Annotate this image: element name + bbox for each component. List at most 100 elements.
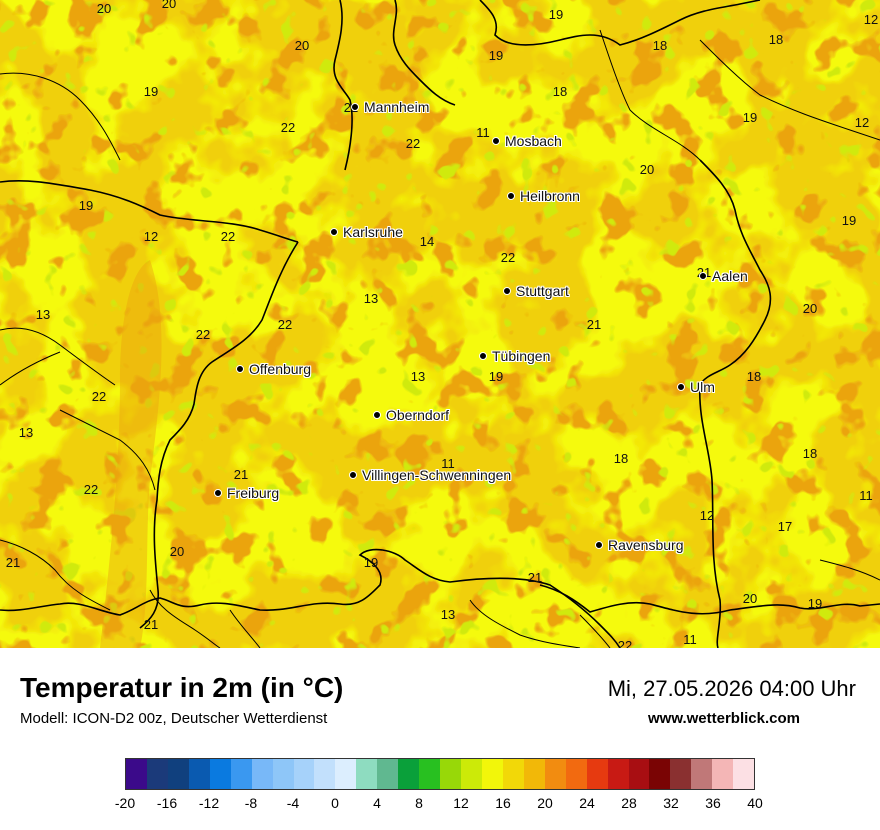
- colorbar-segment: [607, 759, 629, 789]
- temperature-value: 18: [552, 84, 568, 99]
- colorbar-segment: [733, 759, 755, 789]
- temperature-value: 18: [746, 369, 762, 384]
- colorbar-segment: [398, 759, 420, 789]
- colorbar-segment: [126, 759, 147, 789]
- temperature-value: 18: [802, 446, 818, 461]
- city-name: Oberndorf: [386, 407, 450, 423]
- temperature-value: 12: [863, 12, 879, 27]
- temperature-value: 13: [35, 307, 51, 322]
- temperature-value: 12: [854, 115, 870, 130]
- temperature-value: 20: [161, 0, 177, 11]
- colorbar-segment: [586, 759, 608, 789]
- temperature-value: 12: [699, 508, 715, 523]
- temperature-value: 22: [195, 327, 211, 342]
- temperature-value: 21: [143, 617, 159, 632]
- colorbar-tick-label: -12: [198, 795, 220, 811]
- city-dot-icon: [349, 471, 357, 480]
- colorbar-segment: [146, 759, 168, 789]
- city-marker: Ulm: [677, 379, 715, 395]
- city-dot-icon: [373, 411, 381, 420]
- city-dot-icon: [330, 228, 338, 237]
- temperature-value: 19: [548, 7, 564, 22]
- temperature-value: 20: [802, 301, 818, 316]
- temperature-value: 22: [277, 317, 293, 332]
- colorbar-segment: [230, 759, 252, 789]
- temperature-value: 12: [143, 229, 159, 244]
- temperature-value: 20: [294, 38, 310, 53]
- colorbar-segment: [272, 759, 294, 789]
- city-name: Tübingen: [492, 348, 551, 364]
- city-marker: Mannheim: [351, 99, 429, 115]
- temperature-value: 19: [78, 198, 94, 213]
- temperature-value: 22: [220, 229, 236, 244]
- city-marker: Heilbronn: [507, 188, 580, 204]
- map-graphics: [0, 0, 880, 648]
- colorbar-tick-label: -20: [114, 795, 136, 811]
- temperature-value: 11: [441, 456, 455, 471]
- colorbar-segment: [670, 759, 692, 789]
- colorbar-segment: [356, 759, 378, 789]
- colorbar-tick-label: 8: [415, 795, 423, 811]
- city-dot-icon: [677, 383, 685, 392]
- temperature-value: 13: [410, 369, 426, 384]
- city-name: Stuttgart: [516, 283, 569, 299]
- temperature-value: 18: [613, 451, 629, 466]
- city-dot-icon: [214, 489, 222, 498]
- forecast-datetime: Mi, 27.05.2026 04:00 Uhr: [607, 676, 856, 701]
- city-name: Aalen: [712, 268, 748, 284]
- colorbar-segment: [565, 759, 587, 789]
- city-dot-icon: [479, 352, 487, 361]
- colorbar-segment: [209, 759, 231, 789]
- city-marker: Tübingen: [479, 348, 550, 364]
- colorbar-tick-label: 40: [747, 795, 763, 811]
- border-lines: [0, 0, 880, 648]
- temperature-value: 22: [617, 638, 633, 649]
- colorbar-tick-label: 12: [453, 795, 469, 811]
- city-dot-icon: [503, 287, 511, 296]
- colorbar-tick-label: 28: [621, 795, 637, 811]
- temperature-value: 19: [488, 48, 504, 63]
- temperature-value: 14: [419, 234, 435, 249]
- temperature-value: 18: [652, 38, 668, 53]
- temperature-value: 19: [807, 596, 823, 611]
- temperature-value: 13: [18, 425, 34, 440]
- temperature-value: 22: [83, 482, 99, 497]
- colorbar-tick-label: 24: [579, 795, 595, 811]
- colorbar-segment: [523, 759, 545, 789]
- city-dot-icon: [351, 103, 359, 112]
- temperature-value: 22: [500, 250, 516, 265]
- city-name: Ravensburg: [608, 537, 684, 553]
- city-marker: Oberndorf: [373, 407, 449, 423]
- colorbar-segment: [335, 759, 357, 789]
- colorbar-segment: [293, 759, 315, 789]
- temperature-value: 19: [143, 84, 159, 99]
- temperature-value: 20: [742, 591, 758, 606]
- city-name: Villingen-Schwenningen: [362, 467, 512, 483]
- colorbar-segment: [481, 759, 503, 789]
- temperature-value: 11: [683, 632, 697, 647]
- city-dot-icon: [492, 137, 500, 146]
- colorbar-segment: [628, 759, 650, 789]
- temperature-value: 21: [233, 467, 249, 482]
- map-title: Temperatur in 2m (in °C): [20, 672, 344, 703]
- colorbar-segment: [649, 759, 671, 789]
- colorbar-segment: [440, 759, 461, 789]
- colorbar-tick-label: 16: [495, 795, 511, 811]
- city-marker: Freiburg: [214, 485, 279, 501]
- colorbar-segment: [314, 759, 336, 789]
- colorbar-segment: [502, 759, 524, 789]
- city-name: Karlsruhe: [343, 224, 403, 240]
- city-marker: Karlsruhe: [330, 224, 403, 240]
- colorbar-segment: [167, 759, 189, 789]
- city-name: Ulm: [690, 379, 715, 395]
- city-name: Heilbronn: [520, 188, 580, 204]
- colorbar-tick-label: 20: [537, 795, 553, 811]
- temperature-value: 21: [586, 317, 602, 332]
- colorbar-ticks: -20 -16 -12 -8 -4 0 4 8 12 16 20 24 28 32 36 40: [0, 795, 880, 815]
- colorbar-tick-label: -8: [244, 795, 258, 811]
- temperature-value: 22: [91, 389, 107, 404]
- city-name: Mannheim: [364, 99, 430, 115]
- colorbar-segment: [461, 759, 482, 789]
- website-link[interactable]: www.wetterblick.com: [648, 710, 800, 727]
- colorbar-segment: [251, 759, 273, 789]
